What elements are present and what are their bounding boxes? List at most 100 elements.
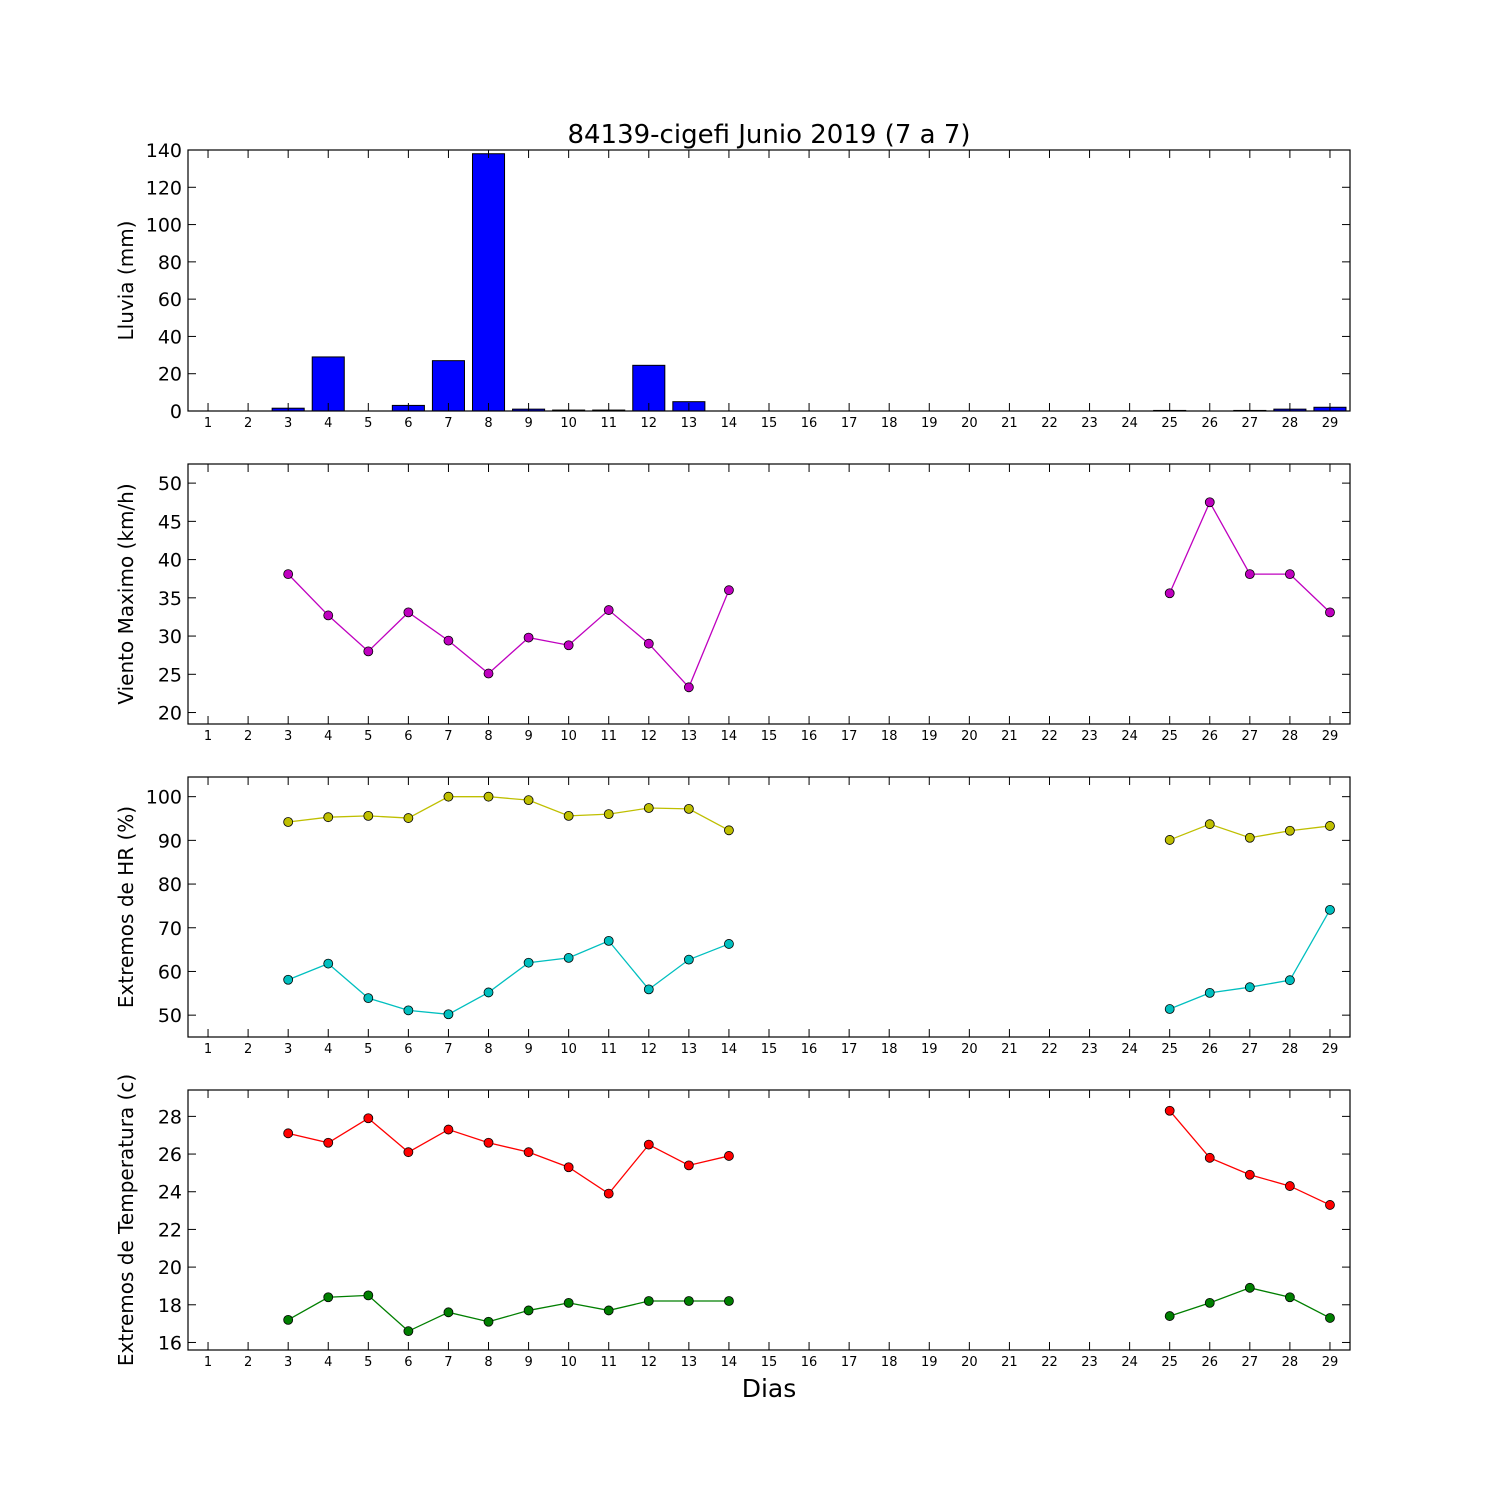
x-tick-label: 1 — [204, 416, 212, 431]
x-tick-label: 6 — [404, 416, 412, 431]
series-1-point-day-6 — [403, 813, 414, 823]
x-tick-label: 14 — [721, 729, 738, 744]
series-2-line — [287, 1294, 729, 1332]
x-tick-label: 10 — [560, 1042, 577, 1057]
x-tick-label: 21 — [1001, 416, 1018, 431]
x-tick-label: 10 — [560, 416, 577, 431]
x-tick-label: 27 — [1242, 416, 1259, 431]
x-tick-label: 21 — [1001, 1042, 1018, 1057]
series-2-point-day-7 — [443, 1307, 454, 1318]
x-tick-label: 8 — [484, 1355, 492, 1370]
x-tick-label: 5 — [364, 1042, 372, 1057]
series-1-point-day-26 — [1204, 819, 1215, 830]
x-tick-label: 1 — [204, 1355, 212, 1370]
series-1-point-day-13 — [683, 682, 694, 693]
x-tick-label: 19 — [921, 416, 938, 431]
x-tick-label: 21 — [1001, 1355, 1018, 1370]
y-tick-label: 60 — [158, 961, 182, 983]
x-tick-label: 16 — [801, 1355, 818, 1370]
x-tick-label: 14 — [721, 1355, 738, 1370]
x-tick-label: 10 — [560, 1355, 577, 1370]
x-tick-label: 26 — [1201, 729, 1218, 744]
series-1-point-day-9 — [523, 632, 534, 643]
y-tick-label: 26 — [158, 1144, 182, 1166]
series-2-line — [287, 940, 730, 1015]
x-tick-label: 29 — [1322, 416, 1339, 431]
x-tick-label: 29 — [1322, 1042, 1339, 1057]
y-tick-label: 22 — [158, 1219, 182, 1241]
x-tick-label: 8 — [484, 1042, 492, 1057]
x-tick-label: 25 — [1161, 729, 1178, 744]
x-tick-label: 20 — [961, 416, 978, 431]
series-1-point-day-4 — [323, 812, 334, 823]
x-tick-label: 20 — [961, 1355, 978, 1370]
y-tick-label: 90 — [158, 830, 182, 852]
y-tick-label: 60 — [158, 289, 182, 311]
x-tick-label: 25 — [1161, 1355, 1178, 1370]
series-1-point-day-10 — [563, 640, 574, 651]
series-2-point-day-9 — [523, 957, 534, 968]
bar-day-7 — [431, 360, 465, 412]
series-2-point-day-26 — [1204, 987, 1215, 998]
series-2-point-day-11 — [603, 1305, 614, 1316]
x-tick-label: 13 — [681, 1355, 698, 1370]
series-1-point-day-7 — [443, 635, 454, 646]
x-tick-label: 8 — [484, 729, 492, 744]
series-2-point-day-25 — [1164, 1311, 1175, 1321]
x-tick-label: 6 — [404, 729, 412, 744]
series-1-point-day-5 — [363, 1113, 374, 1124]
series-1-point-day-4 — [323, 610, 334, 621]
y-axis-label: Extremos de HR (%) — [114, 806, 138, 1008]
y-tick-label: 35 — [158, 588, 182, 610]
series-2-point-day-10 — [563, 953, 574, 963]
x-tick-label: 28 — [1282, 1355, 1299, 1370]
x-tick-label: 8 — [484, 416, 492, 431]
y-tick-label: 140 — [146, 140, 182, 162]
x-tick-label: 6 — [404, 1042, 412, 1057]
series-2-point-day-27 — [1244, 1282, 1255, 1293]
y-tick-label: 100 — [146, 215, 182, 237]
x-tick-label: 19 — [921, 729, 938, 744]
series-2-point-day-10 — [563, 1297, 574, 1308]
x-tick-label: 13 — [681, 416, 698, 431]
series-1-point-day-12 — [643, 1139, 654, 1150]
series-2-point-day-27 — [1244, 982, 1255, 993]
series-2-point-day-3 — [283, 1314, 294, 1325]
series-1-point-day-3 — [283, 1128, 294, 1139]
x-tick-label: 3 — [284, 1042, 292, 1057]
x-tick-label: 18 — [881, 416, 898, 431]
x-tick-label: 9 — [524, 1355, 532, 1370]
x-tick-label: 4 — [324, 416, 332, 431]
bar-day-4 — [311, 356, 345, 412]
series-1-point-day-12 — [643, 803, 654, 813]
series-2-point-day-3 — [283, 974, 294, 985]
series-1-point-day-9 — [523, 1147, 534, 1158]
series-1-point-day-14 — [724, 825, 734, 836]
y-tick-label: 28 — [158, 1106, 182, 1128]
series-1-point-day-26 — [1204, 497, 1215, 508]
x-tick-label: 29 — [1322, 729, 1339, 744]
x-tick-label: 12 — [641, 1042, 658, 1057]
series-1-line — [288, 1117, 730, 1195]
series-2-point-day-13 — [683, 954, 694, 965]
x-tick-label: 12 — [641, 1355, 658, 1370]
x-tick-label: 19 — [921, 1042, 938, 1057]
x-tick-label: 13 — [681, 1042, 698, 1057]
x-tick-label: 23 — [1081, 416, 1098, 431]
x-tick-label: 25 — [1161, 416, 1178, 431]
series-1-point-day-8 — [483, 791, 494, 802]
series-2-point-day-26 — [1204, 1297, 1215, 1308]
x-tick-label: 11 — [600, 416, 617, 431]
x-tick-label: 23 — [1081, 1355, 1098, 1370]
series-1-point-day-29 — [1325, 607, 1335, 618]
series-1-line — [1169, 1110, 1331, 1206]
x-tick-label: 24 — [1121, 1042, 1138, 1057]
x-tick-label: 24 — [1121, 1355, 1138, 1370]
series-1-point-day-11 — [603, 605, 614, 615]
x-tick-label: 17 — [841, 1355, 858, 1370]
series-1-point-day-27 — [1244, 1169, 1255, 1180]
y-tick-label: 50 — [158, 473, 182, 495]
